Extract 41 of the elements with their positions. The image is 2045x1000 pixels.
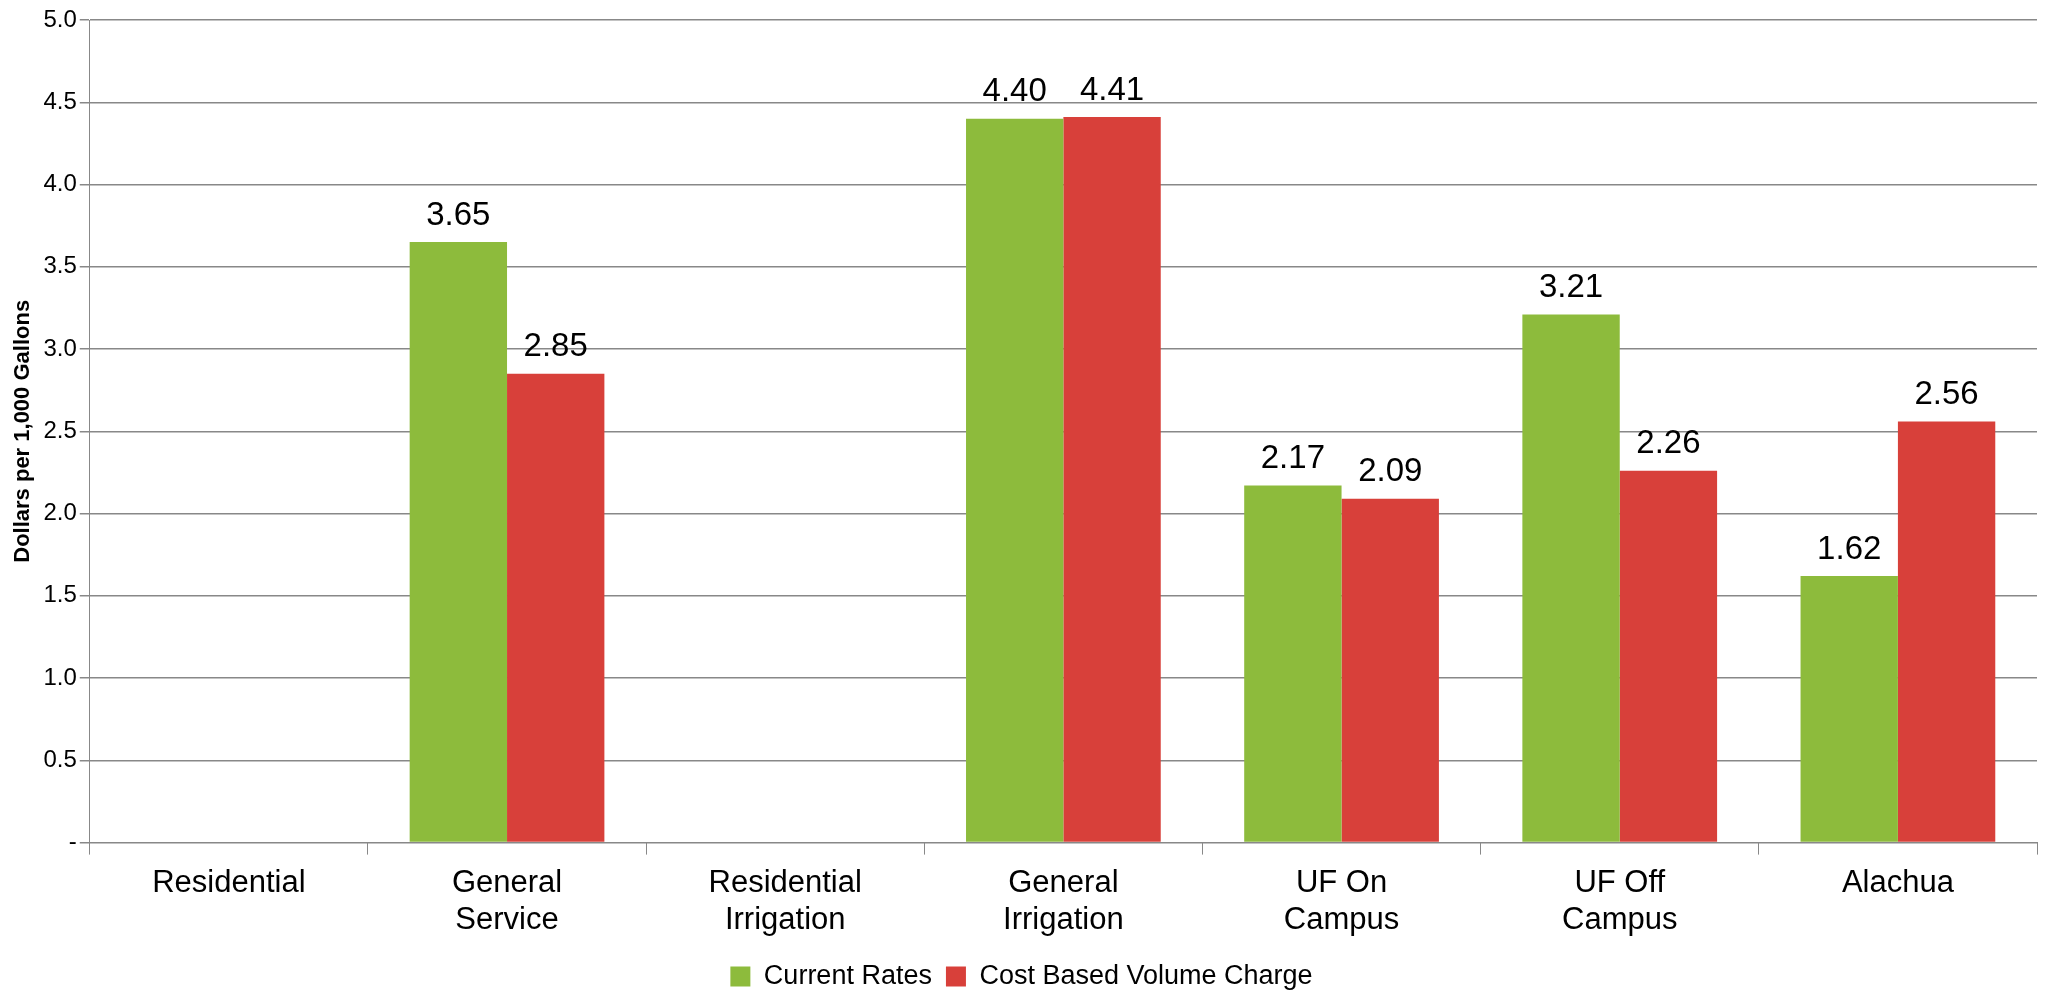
- x-tick-label: Residential: [152, 863, 306, 899]
- y-tick-label: 3.0: [43, 333, 77, 361]
- data-label: 4.41: [1079, 69, 1145, 107]
- y-axis-title: Dollars per 1,000 Gallons: [9, 299, 35, 563]
- x-tick-label: UF Off Campus: [1562, 863, 1678, 936]
- bar: [1063, 117, 1161, 842]
- bar: [1522, 314, 1620, 842]
- bar: [409, 242, 508, 842]
- x-tick-label: General Irrigation: [1003, 863, 1124, 936]
- data-label: 2.09: [1358, 451, 1423, 489]
- bar: [1897, 421, 1996, 842]
- bar: [1341, 498, 1439, 842]
- legend-label: Cost Based Volume Charge: [979, 959, 1313, 990]
- bar: [966, 118, 1064, 842]
- data-label: 2.26: [1636, 423, 1701, 461]
- y-tick-label: 1.0: [43, 662, 77, 690]
- data-label: 2.85: [523, 326, 588, 364]
- y-tick-label: 0.5: [43, 744, 77, 772]
- bar: [1244, 485, 1342, 842]
- data-label: 3.65: [426, 194, 491, 232]
- data-label: 2.17: [1260, 438, 1325, 476]
- x-tick-label: UF On Campus: [1283, 863, 1400, 936]
- y-tick-label: 2.5: [43, 415, 77, 443]
- bar: [507, 373, 605, 842]
- x-tick-label: Residential Irrigation: [708, 863, 862, 936]
- y-tick-label: 1.5: [43, 580, 77, 608]
- bar: [1800, 576, 1898, 842]
- x-tick-label: General Service: [451, 863, 563, 936]
- y-tick-label: 2.0: [43, 498, 77, 526]
- data-label: 2.56: [1914, 374, 1979, 412]
- y-tick-label: 3.5: [43, 251, 77, 279]
- y-tick-label: -: [68, 827, 77, 855]
- x-tick-label: Alachua: [1841, 863, 1955, 899]
- legend-label: Current Rates: [763, 959, 932, 990]
- data-label: 1.62: [1817, 528, 1882, 566]
- bar: [1619, 470, 1718, 842]
- y-tick-label: 4.0: [43, 169, 77, 197]
- y-tick-label: 4.5: [43, 86, 77, 114]
- data-label: 3.21: [1538, 267, 1604, 305]
- data-label: 4.40: [982, 71, 1047, 109]
- y-tick-label: 5.0: [43, 4, 77, 32]
